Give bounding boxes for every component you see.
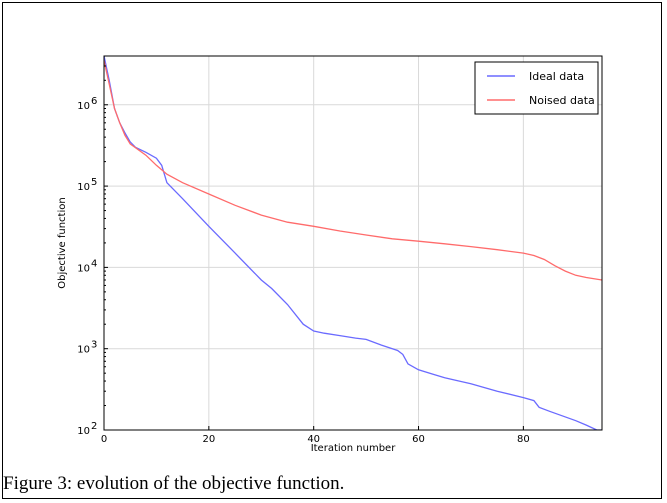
- y-tick-exponent: 4: [91, 258, 97, 269]
- y-tick-label: 10: [77, 345, 90, 356]
- x-axis-label: Iteration number: [311, 443, 397, 454]
- figure-caption: Figure 3: evolution of the objective fun…: [3, 473, 345, 494]
- y-tick-exponent: 2: [91, 421, 97, 432]
- y-tick-label: 10: [77, 182, 90, 193]
- series-lines: [104, 56, 602, 430]
- y-tick-exponent: 6: [91, 96, 97, 107]
- series-line-noised-data: [104, 60, 602, 281]
- y-axis-label: Objective function: [57, 197, 68, 288]
- legend-box: [474, 61, 599, 115]
- x-tick-label: 40: [307, 434, 320, 445]
- y-tick-exponent: 5: [91, 177, 97, 188]
- y-tick-label: 10: [77, 426, 90, 437]
- x-tick-label: 20: [202, 434, 215, 445]
- y-tick-exponent: 3: [91, 340, 97, 351]
- legend-label: Ideal data: [529, 70, 584, 83]
- x-tick-label: 0: [101, 434, 107, 445]
- y-tick-label: 10: [77, 101, 90, 112]
- x-tick-label: 80: [517, 434, 530, 445]
- legend-label: Noised data: [529, 94, 595, 107]
- series-line-ideal-data: [104, 56, 602, 430]
- legend: Ideal data Noised data: [474, 61, 599, 115]
- y-tick-label: 10: [77, 263, 90, 274]
- x-tick-label: 60: [412, 434, 425, 445]
- figure-frame: 0 20 40 60 80 10 2 10 3 10 4 10 5 10 6 Iteration numbe…: [2, 2, 662, 499]
